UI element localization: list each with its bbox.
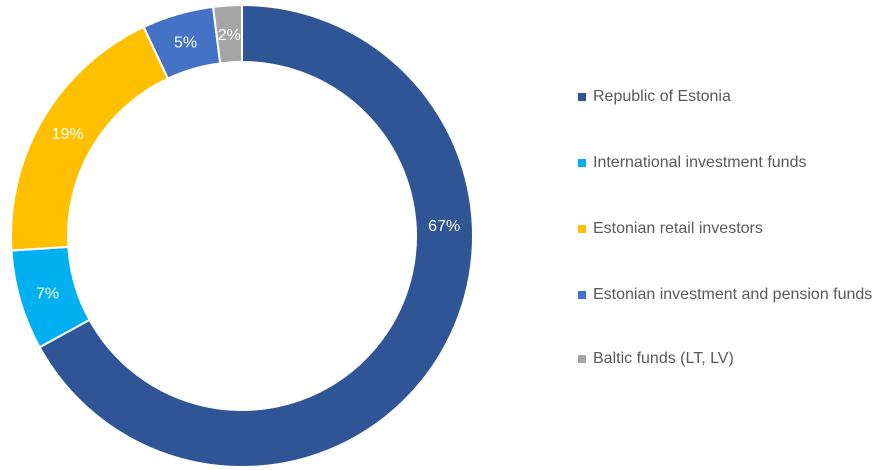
legend-label: International investment funds	[593, 154, 807, 171]
data-label-baltic-funds: 2%	[218, 27, 241, 44]
legend-label: Estonian investment and pension funds	[593, 286, 873, 303]
legend-item-republic-of-estonia: Republic of Estonia	[578, 86, 878, 108]
legend-swatch	[578, 355, 586, 363]
legend-swatch	[578, 291, 586, 299]
data-label-international-investment-funds: 7%	[36, 286, 59, 303]
slice-baltic-funds	[211, 3, 243, 65]
legend-swatch	[578, 159, 586, 167]
data-label-estonian-retail-investors: 19%	[52, 126, 84, 143]
legend-item-baltic-funds: Baltic funds (LT, LV)	[578, 348, 878, 370]
legend-swatch	[578, 225, 586, 233]
data-label-estonian-investment-and-pension-funds: 5%	[174, 35, 197, 52]
legend-swatch	[578, 93, 586, 101]
legend-item-international-investment-funds: International investment funds	[578, 152, 878, 174]
legend-label: Baltic funds (LT, LV)	[593, 350, 734, 367]
slice-republic-of-estonia	[38, 3, 474, 468]
slice-estonian-retail-investors	[10, 25, 170, 252]
legend-item-estonian-retail-investors: Estonian retail investors	[578, 218, 878, 240]
data-label-republic-of-estonia: 67%	[428, 218, 460, 235]
legend-label: Republic of Estonia	[593, 88, 731, 105]
legend-label: Estonian retail investors	[593, 220, 763, 237]
legend-item-estonian-investment-and-pension-funds: Estonian investment and pension funds	[578, 284, 878, 306]
